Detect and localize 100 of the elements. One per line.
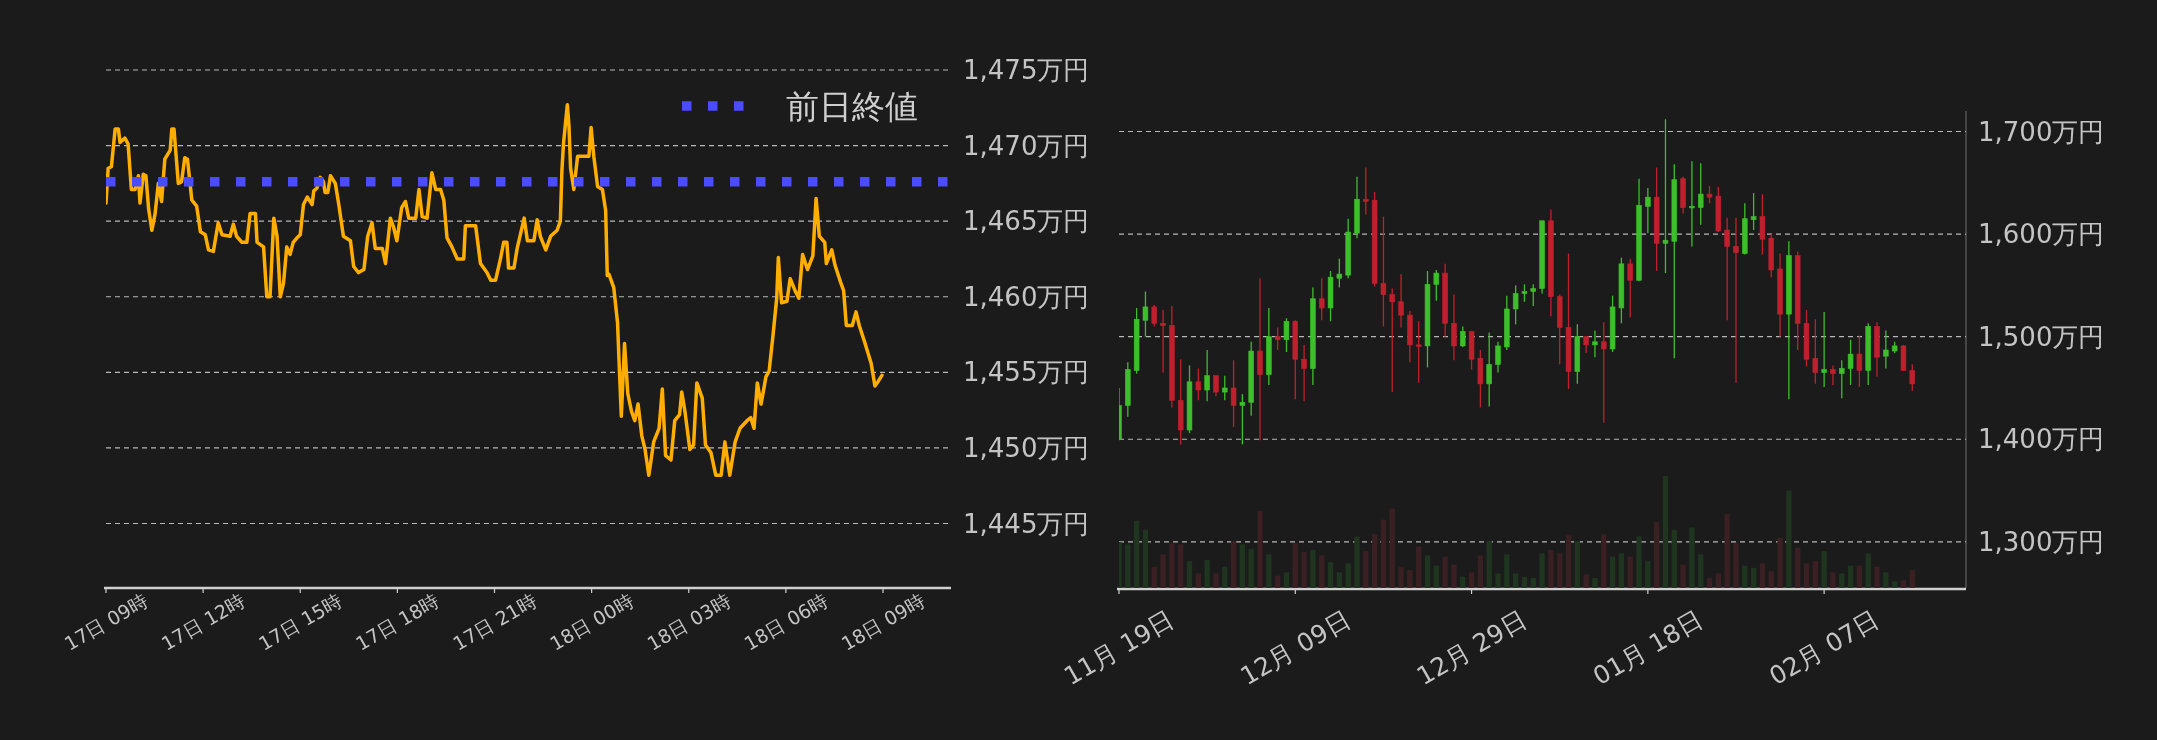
- bar: [1557, 553, 1563, 588]
- bar: [1442, 556, 1448, 588]
- bar: [1812, 561, 1818, 588]
- bar: [1680, 564, 1686, 588]
- bar: [1327, 562, 1334, 588]
- candlestick: [1389, 287, 1395, 393]
- x-tick-label: 17日 18時: [351, 589, 443, 655]
- y-tick-label: 1,300万円: [1978, 526, 2105, 557]
- candlestick: [1724, 217, 1730, 321]
- candlestick: [1451, 293, 1457, 361]
- candlestick: [1592, 329, 1598, 358]
- candlestick: [1151, 304, 1157, 328]
- bar: [1310, 549, 1316, 588]
- bar: [1750, 567, 1757, 588]
- bar: [1424, 555, 1431, 588]
- bar: [1204, 560, 1210, 588]
- candlestick: [1486, 331, 1492, 408]
- bar: [1416, 546, 1422, 588]
- bar: [1460, 576, 1466, 588]
- bar: [1371, 534, 1378, 588]
- candlestick: [1733, 217, 1739, 384]
- bar: [1407, 570, 1413, 588]
- bar: [1830, 572, 1836, 588]
- bar: [1795, 547, 1801, 588]
- bar: [1856, 565, 1863, 588]
- bar: [1133, 520, 1140, 588]
- candlestick: [1460, 325, 1466, 348]
- x-tick-label: 18日 00時: [546, 589, 638, 655]
- bar: [1512, 573, 1519, 588]
- bar: [1671, 529, 1677, 588]
- bar: [1768, 571, 1774, 588]
- bar: [1195, 573, 1201, 588]
- candlestick: [1363, 166, 1369, 216]
- candlestick: [1257, 277, 1263, 441]
- y-tick-label: 1,470万円: [963, 130, 1090, 161]
- candlestick: [1512, 284, 1519, 326]
- bar: [1301, 552, 1307, 588]
- bar: [1689, 527, 1695, 588]
- bar: [1521, 576, 1528, 588]
- bar: [1565, 535, 1572, 588]
- bar: [1706, 577, 1713, 588]
- bar: [1292, 543, 1298, 588]
- x-tick-label: 11月 19日: [1059, 605, 1179, 691]
- candlestick: [1336, 258, 1343, 289]
- y-tick-label: 1,465万円: [963, 206, 1090, 237]
- bar: [1883, 572, 1889, 588]
- candlestick: [1380, 216, 1387, 328]
- candlestick: [1283, 317, 1290, 353]
- candlestick: [1398, 273, 1404, 329]
- candlestick: [1601, 321, 1607, 424]
- bar: [1495, 573, 1501, 588]
- bar: [1142, 529, 1149, 588]
- bar: [1777, 537, 1783, 588]
- candlestick: [1830, 364, 1836, 386]
- bar: [1900, 580, 1907, 588]
- bar: [1169, 543, 1175, 588]
- bar: [1477, 555, 1484, 588]
- bar: [1839, 573, 1845, 588]
- candlestick: [1627, 258, 1633, 318]
- candlestick: [1195, 367, 1202, 401]
- x-tick-label: 18日 03時: [643, 589, 735, 655]
- bar: [1354, 536, 1360, 588]
- bar: [1336, 572, 1342, 588]
- bar: [1389, 508, 1395, 588]
- candlestick: [1495, 341, 1501, 374]
- legend-label: 前日終値: [786, 86, 918, 126]
- candlestick: [1689, 160, 1695, 248]
- candlestick: [1415, 320, 1422, 384]
- bar: [1468, 572, 1475, 588]
- y-tick-label: 1,445万円: [963, 508, 1090, 539]
- x-tick-label: 17日 12時: [157, 589, 249, 655]
- bar: [1724, 514, 1730, 588]
- bar: [1504, 554, 1510, 588]
- y-tick-label: 1,600万円: [1978, 219, 2105, 250]
- bar: [1548, 549, 1554, 588]
- candlestick: [1812, 318, 1819, 385]
- bar: [1821, 551, 1827, 588]
- x-tick-label: 01月 18日: [1587, 605, 1708, 691]
- bar: [1715, 573, 1721, 588]
- candlestick: [1530, 283, 1536, 307]
- bar: [1186, 561, 1193, 588]
- y-tick-label: 1,400万円: [1978, 424, 2105, 455]
- x-tick-label: 02月 07日: [1764, 605, 1885, 691]
- bar: [1645, 561, 1651, 588]
- y-tick-label: 1,460万円: [963, 281, 1090, 312]
- candlestick: [1645, 187, 1651, 234]
- bar: [1433, 565, 1439, 588]
- bar: [1909, 570, 1915, 588]
- bar: [1627, 556, 1633, 588]
- bar: [1398, 566, 1404, 588]
- candlestick: [1230, 359, 1237, 428]
- candlestick: [1213, 375, 1219, 397]
- candlestick: [1433, 269, 1440, 302]
- bar: [1574, 540, 1580, 588]
- candlestick: [1847, 339, 1854, 386]
- bar: [1363, 551, 1369, 588]
- bar: [1786, 490, 1792, 588]
- x-tick-label: 17日 09時: [60, 589, 152, 655]
- bar: [1539, 553, 1545, 588]
- bar: [1583, 574, 1589, 588]
